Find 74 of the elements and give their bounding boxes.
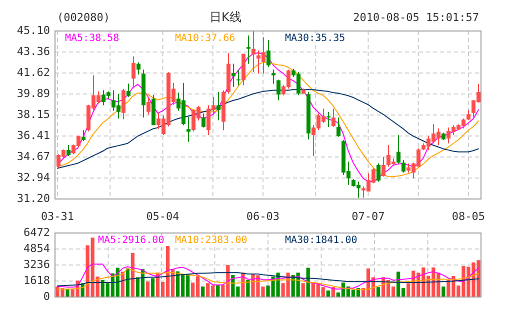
bar xyxy=(201,286,205,297)
candlestick xyxy=(306,92,310,140)
candlestick xyxy=(232,64,236,87)
candlestick xyxy=(222,90,226,130)
line-series xyxy=(57,264,479,290)
candlestick xyxy=(442,132,446,140)
text: 2010-08-05 15:01:57 xyxy=(353,11,479,24)
y-tick-label: 3236 xyxy=(24,258,50,272)
bar xyxy=(66,289,70,297)
y-tick-label: 39.89 xyxy=(16,86,50,100)
candlestick xyxy=(396,135,400,164)
y-tick-label: 38.15 xyxy=(16,108,50,122)
candlestick xyxy=(302,88,306,94)
x-tick-label: 06-03 xyxy=(246,210,280,224)
candlestick xyxy=(186,117,190,142)
line-series xyxy=(57,89,479,169)
x-tick-label: 08-05 xyxy=(452,210,486,224)
chart-title: 日K线 xyxy=(209,10,242,24)
candlestick xyxy=(226,53,230,94)
series-label: MA5:2916.00 xyxy=(98,235,164,246)
y-tick-label: 34.67 xyxy=(16,150,50,164)
candlestick xyxy=(152,95,156,126)
y-tick-label: 32.94 xyxy=(16,170,50,184)
y-tick-label: 45.10 xyxy=(16,24,50,38)
line-series xyxy=(57,268,479,290)
candlestick xyxy=(136,62,140,75)
x-tick-label: 07-07 xyxy=(352,210,385,224)
candlestick xyxy=(266,40,270,68)
candlestick xyxy=(252,31,256,72)
y-tick-label: 36.41 xyxy=(16,129,50,142)
bar xyxy=(146,282,150,297)
text: MA10:2383.00 xyxy=(175,235,248,246)
candlestick xyxy=(332,108,336,127)
bar xyxy=(442,286,446,297)
candlestick xyxy=(202,114,206,128)
text: MA30:1841.00 xyxy=(285,235,358,246)
candlestick xyxy=(142,70,146,118)
y-tick-label: 4854 xyxy=(24,242,50,256)
candlestick xyxy=(126,84,130,97)
candlestick xyxy=(376,163,380,182)
text: MA30:35.35 xyxy=(285,33,346,44)
text: MA5:38.58 xyxy=(65,33,120,44)
bar xyxy=(301,283,305,297)
bar xyxy=(246,280,250,297)
bar xyxy=(150,278,155,297)
candlestick xyxy=(336,118,340,137)
candlestick xyxy=(122,89,126,120)
candlestick xyxy=(242,54,246,86)
candlestick xyxy=(66,145,70,156)
y-tick-label: 0 xyxy=(43,290,50,304)
text: MA10:37.66 xyxy=(175,33,236,44)
candlestick xyxy=(82,130,86,141)
candlestick xyxy=(246,35,250,64)
line-series xyxy=(57,272,479,286)
candlestick xyxy=(272,70,276,84)
candlestick xyxy=(326,112,330,127)
candlestick xyxy=(276,80,280,100)
x-tick-label: 03-31 xyxy=(40,210,74,224)
x-tick-label: 05-04 xyxy=(146,210,180,224)
candlestick xyxy=(146,97,150,114)
candlestick xyxy=(402,160,406,173)
y-tick-label: 43.36 xyxy=(16,45,50,58)
y-tick-label: 1618 xyxy=(24,274,50,288)
y-tick-label: 41.62 xyxy=(16,66,50,80)
y-tick-label: 6472 xyxy=(24,226,50,240)
bar xyxy=(376,287,380,297)
candlestick xyxy=(132,56,136,87)
y-tick-label: 31.20 xyxy=(16,192,50,206)
bar xyxy=(216,285,220,297)
text: (002080) xyxy=(57,11,110,24)
candlestick xyxy=(216,92,220,120)
candlestick xyxy=(466,110,470,120)
candlestick xyxy=(382,156,386,177)
candlestick xyxy=(236,70,240,86)
